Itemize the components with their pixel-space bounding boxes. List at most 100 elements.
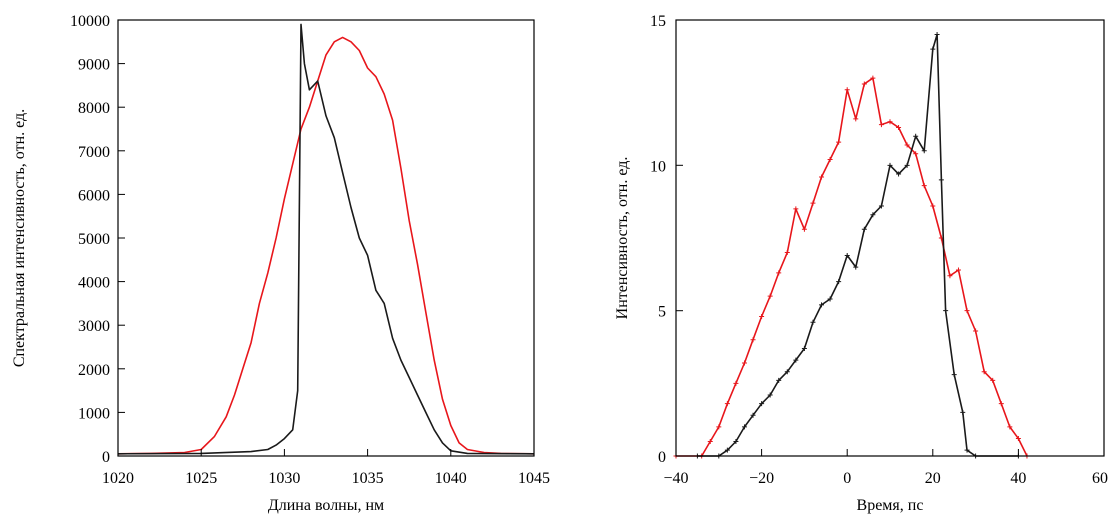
spectrum-y-tick-label: 6000 <box>78 187 110 204</box>
temporal-x-tick: −20 <box>749 449 774 487</box>
temporal-black-series-point <box>767 392 773 398</box>
temporal-black-series-point <box>930 46 936 52</box>
temporal-x-tick: −40 <box>663 449 689 487</box>
temporal-red-series-point <box>878 122 884 128</box>
temporal-red-series-point <box>733 380 739 386</box>
temporal-red-series-point <box>716 424 722 430</box>
temporal-y-tick: 15 <box>650 13 683 30</box>
temporal-red-series-line <box>676 77 1028 457</box>
spectrum-y-tick: 7000 <box>78 144 125 161</box>
temporal-red-series-point <box>887 119 893 125</box>
spectrum-black-series-line <box>117 23 535 455</box>
spectrum-x-tick: 1035 <box>352 449 384 487</box>
spectrum-x-tick-label: 1025 <box>185 470 217 487</box>
temporal-black-series-point <box>964 447 970 453</box>
spectrum-y-tick-label: 1000 <box>78 405 110 422</box>
temporal-x-tick-label: −20 <box>749 470 774 487</box>
temporal-y-tick-label: 0 <box>658 449 666 466</box>
spectrum-y-tick-label: 8000 <box>78 100 110 117</box>
temporal-red-series-point <box>784 250 790 256</box>
temporal-plot-frame <box>675 19 1105 457</box>
temporal-y-axis-title: Интенсивность, отн. ед. <box>614 157 631 320</box>
temporal-black-series-point <box>784 369 790 375</box>
spectrum-y-tick: 4000 <box>78 275 125 292</box>
spectrum-y-tick: 3000 <box>78 318 125 335</box>
temporal-black-series-point <box>836 279 842 285</box>
spectrum-y-ticks: 0 1000 2000 3000 4000 5000 <box>70 13 125 466</box>
temporal-red-series-point <box>896 125 902 131</box>
spectrum-x-tick: 1025 <box>185 449 217 487</box>
temporal-red-series-point <box>827 157 833 163</box>
spectrum-x-tick-label: 1020 <box>102 470 134 487</box>
temporal-y-ticks: 0 5 10 15 <box>650 13 683 466</box>
temporal-x-tick: 60 <box>1092 449 1108 487</box>
spectrum-y-tick-label: 7000 <box>78 144 110 161</box>
temporal-red-series-point <box>921 183 927 189</box>
spectrum-y-tick-label: 0 <box>102 449 110 466</box>
temporal-black-series-point <box>921 148 927 154</box>
temporal-x-tick-label: −40 <box>663 470 688 487</box>
temporal-black-series-point <box>943 308 949 314</box>
spectrum-y-tick-label: 2000 <box>78 362 110 379</box>
spectrum-y-tick: 5000 <box>78 231 125 248</box>
temporal-black-series-point <box>759 401 765 407</box>
temporal-black-series-point <box>904 162 910 168</box>
temporal-x-tick: 40 <box>1010 449 1026 487</box>
temporal-black-series-point <box>810 319 816 325</box>
temporal-black-series-point <box>750 412 756 418</box>
temporal-y-tick-label: 10 <box>650 158 666 175</box>
temporal-black-series-point <box>870 212 876 218</box>
temporal-red-series-point <box>759 313 765 319</box>
temporal-x-tick-label: 60 <box>1092 470 1108 487</box>
temporal-black-series-point <box>861 226 867 232</box>
temporal-black-series-point <box>896 171 902 177</box>
spectrum-y-tick-label: 10000 <box>70 13 110 30</box>
temporal-red-series-point <box>810 200 816 206</box>
temporal-black-series-point <box>819 302 825 308</box>
temporal-red-series-point <box>707 438 713 444</box>
temporal-red-series-point <box>990 377 996 383</box>
temporal-x-tick-label: 0 <box>843 470 851 487</box>
temporal-black-series-point <box>913 133 919 139</box>
temporal-black-series-point <box>827 296 833 302</box>
temporal-y-tick: 0 <box>658 449 683 466</box>
temporal-red-series-point <box>844 87 850 93</box>
temporal-red-series-point <box>819 174 825 180</box>
temporal-y-tick: 10 <box>650 158 683 175</box>
temporal-x-tick-label: 40 <box>1010 470 1026 487</box>
temporal-red-series-point <box>801 226 807 232</box>
temporal-red-series-point <box>973 328 979 334</box>
temporal-red-series-point <box>930 203 936 209</box>
temporal-red-series-point <box>853 116 859 122</box>
temporal-red-series-point <box>793 206 799 212</box>
temporal-black-series-point <box>793 357 799 363</box>
spectrum-x-tick-label: 1030 <box>268 470 300 487</box>
temporal-x-tick: 20 <box>925 449 941 487</box>
temporal-black-series-point <box>887 162 893 168</box>
spectrum-x-tick: 1030 <box>268 449 300 487</box>
temporal-x-axis-title: Время, пс <box>857 497 924 514</box>
spectrum-x-tick-label: 1035 <box>352 470 384 487</box>
spectrum-y-tick: 8000 <box>78 100 125 117</box>
spectrum-x-axis-title: Длина волны, нм <box>268 497 384 514</box>
temporal-red-series-point <box>947 273 953 279</box>
temporal-red-series-point <box>776 270 782 276</box>
temporal-red-series-point <box>767 293 773 299</box>
spectrum-y-tick: 2000 <box>78 362 125 379</box>
spectrum-y-tick: 9000 <box>78 57 125 74</box>
temporal-y-tick-label: 15 <box>650 13 666 30</box>
spectrum-y-tick-label: 5000 <box>78 231 110 248</box>
spectrum-series-layer <box>117 23 535 455</box>
temporal-black-series-point <box>938 177 944 183</box>
temporal-x-ticks: −40 −20 0 20 40 60 <box>663 449 1108 487</box>
temporal-red-series-point <box>836 139 842 145</box>
temporal-red-series-point <box>741 360 747 366</box>
temporal-red-series-point <box>861 81 867 87</box>
temporal-black-series-point <box>733 438 739 444</box>
temporal-red-series-point <box>955 267 961 273</box>
temporal-black-series-line <box>697 33 1019 457</box>
spectrum-red-series-line <box>117 36 535 455</box>
temporal-black-series-point <box>960 409 966 415</box>
spectrum-x-tick-label: 1045 <box>518 470 550 487</box>
temporal-red-series-point <box>870 75 876 81</box>
